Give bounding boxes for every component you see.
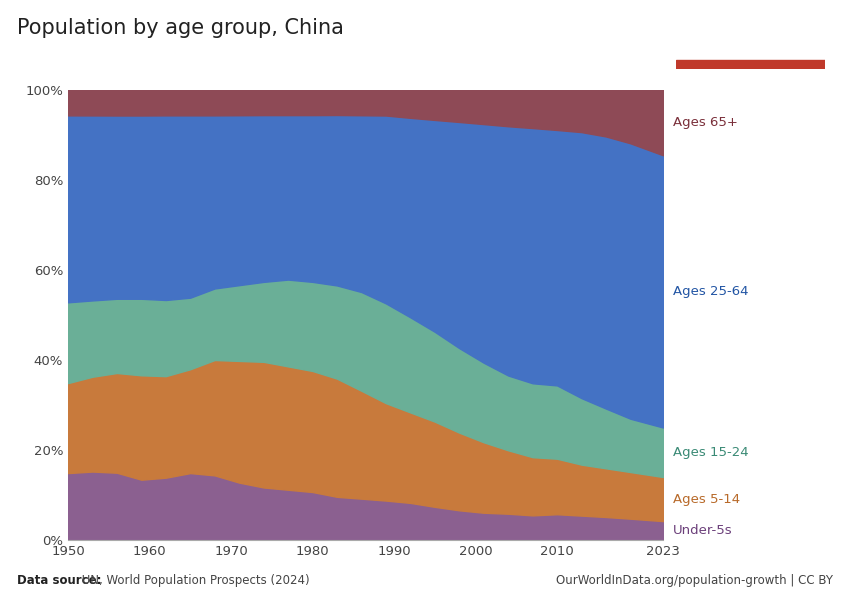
Text: Data source:: Data source:: [17, 574, 101, 587]
Text: Population by age group, China: Population by age group, China: [17, 18, 344, 38]
Text: in Data: in Data: [728, 40, 772, 50]
Text: Ages 65+: Ages 65+: [672, 116, 738, 129]
Text: Our World: Our World: [720, 23, 779, 33]
Text: OurWorldInData.org/population-growth | CC BY: OurWorldInData.org/population-growth | C…: [556, 574, 833, 587]
Text: Under-5s: Under-5s: [672, 524, 733, 537]
Text: Ages 25-64: Ages 25-64: [672, 285, 748, 298]
Text: UN, World Population Prospects (2024): UN, World Population Prospects (2024): [78, 574, 309, 587]
Text: Ages 5-14: Ages 5-14: [672, 493, 740, 506]
Text: Ages 15-24: Ages 15-24: [672, 446, 748, 459]
Bar: [676, 61, 824, 69]
